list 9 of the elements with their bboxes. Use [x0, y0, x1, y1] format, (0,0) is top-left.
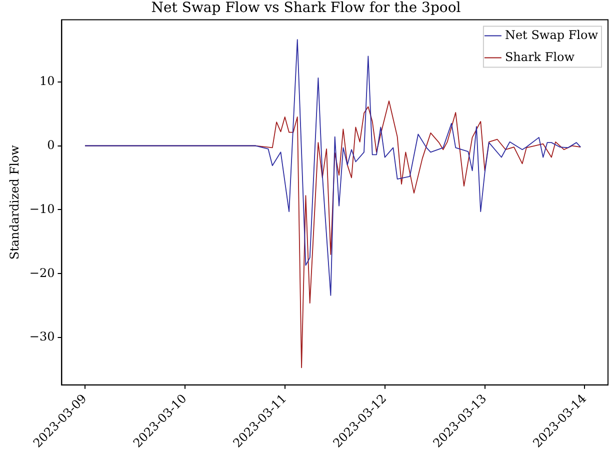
legend-label: Shark Flow — [504, 50, 576, 64]
chart-title: Net Swap Flow vs Shark Flow for the 3pool — [151, 0, 462, 16]
y-tick-label: −20 — [29, 266, 55, 280]
y-tick-label: 0 — [47, 138, 55, 152]
y-tick-label: −10 — [29, 202, 55, 216]
y-tick-label: −30 — [29, 330, 55, 344]
legend-label: Net Swap Flow — [504, 28, 599, 42]
y-tick-label: 10 — [39, 74, 55, 88]
y-axis-title: Standardized Flow — [7, 144, 22, 260]
